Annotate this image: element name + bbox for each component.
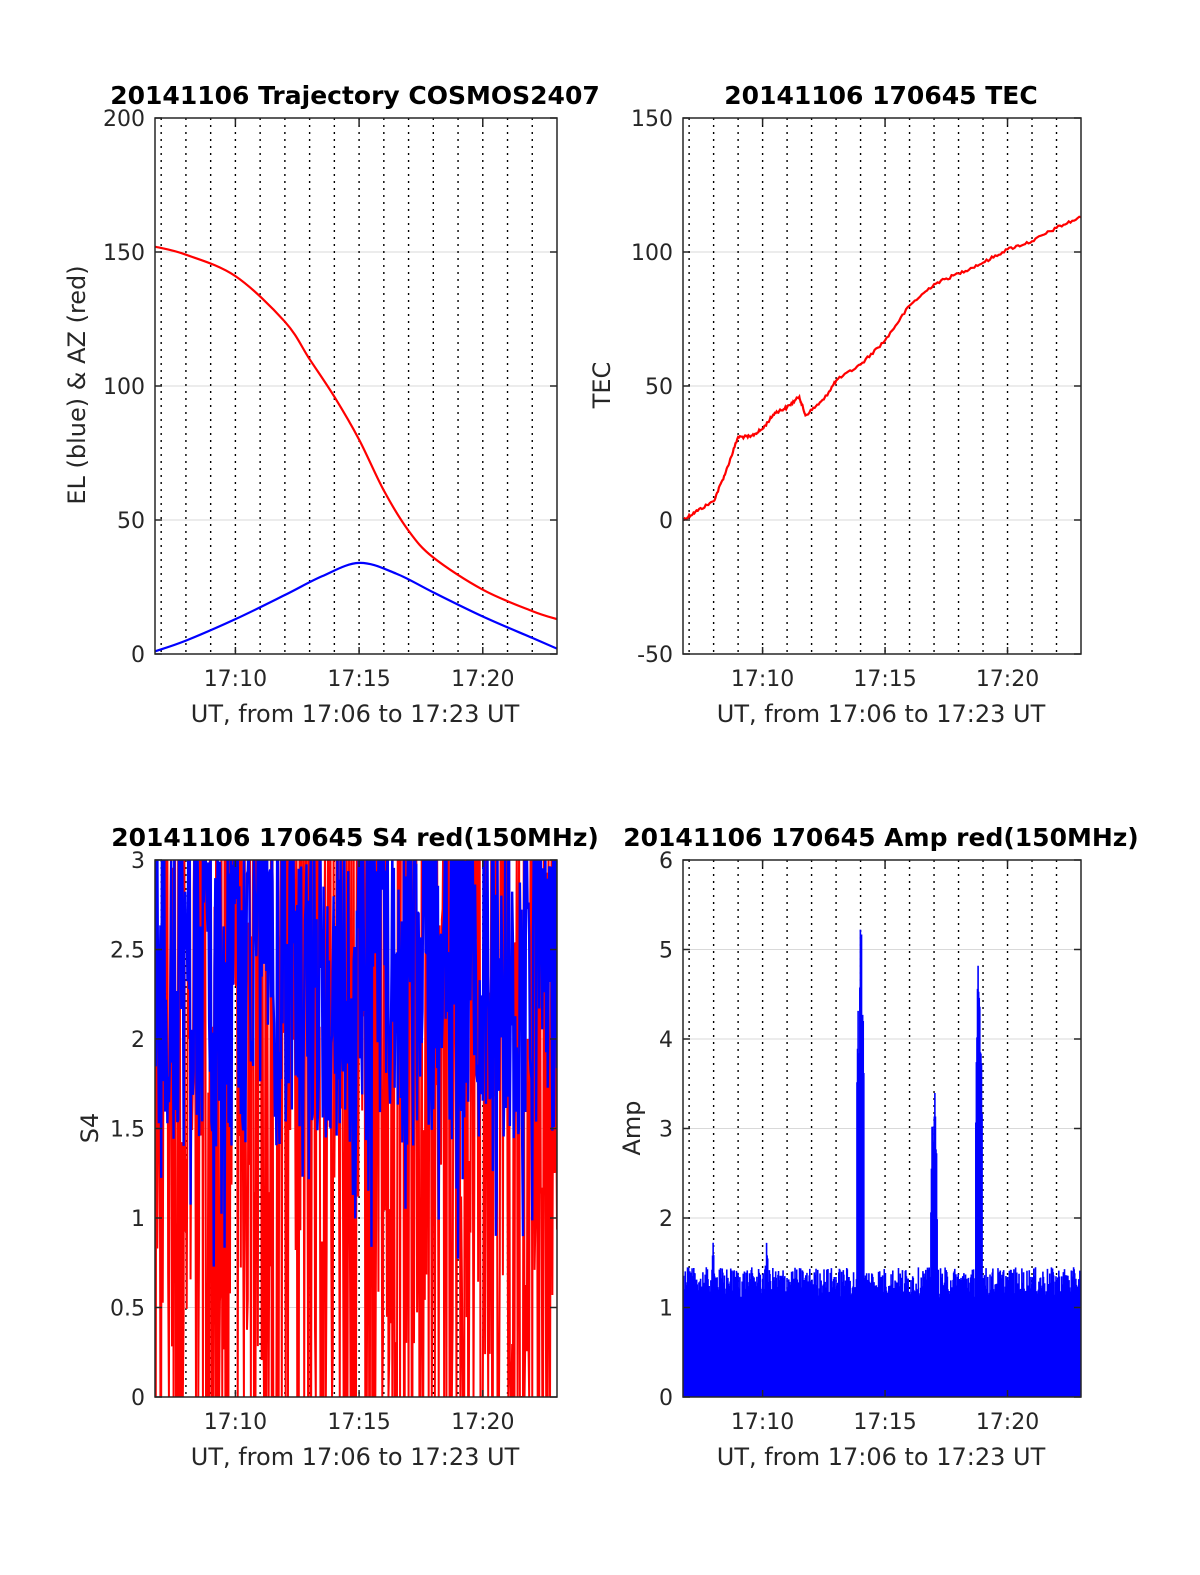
x-tick-label: 17:15 <box>327 667 390 692</box>
y-tick-label: 0 <box>131 1386 145 1411</box>
y-tick-label: 6 <box>659 849 673 874</box>
panel-trajectory: 0 50 100 150 200 17:10 17:15 17:20 20141106 Tra… <box>63 81 600 728</box>
x-axis-label: UT, from 17:06 to 17:23 UT <box>191 700 520 728</box>
y-tick-label: 0 <box>131 643 145 668</box>
y-axis-label: S4 <box>76 1113 104 1144</box>
y-tick-label: -50 <box>637 643 673 668</box>
panel-tec-plot-area: -50 0 50 100 150 17:10 17:15 17:20 <box>631 107 1082 692</box>
x-axis-label: UT, from 17:06 to 17:23 UT <box>717 1443 1046 1471</box>
y-tick-label: 1.5 <box>110 1118 145 1143</box>
chart-title: 20141106 Trajectory COSMOS2407 <box>110 81 600 110</box>
x-tick-label: 17:15 <box>853 1410 916 1435</box>
y-tick-label: 50 <box>117 509 145 534</box>
x-tick-label: 17:10 <box>204 1410 267 1435</box>
y-axis-label: EL (blue) & AZ (red) <box>63 265 91 504</box>
series-line-0 <box>155 245 557 621</box>
y-tick-label: 150 <box>631 107 673 132</box>
chart-title: 20141106 170645 Amp red(150MHz) <box>623 823 1139 852</box>
y-tick-label: 0 <box>659 1386 673 1411</box>
y-axis-label: Amp <box>618 1100 646 1155</box>
y-tick-label: 200 <box>103 107 145 132</box>
x-tick-label: 17:20 <box>451 1410 514 1435</box>
y-tick-label: 150 <box>103 241 145 266</box>
y-tick-label: 1 <box>131 1207 145 1232</box>
x-tick-label: 17:10 <box>204 667 267 692</box>
series-line-0 <box>683 215 1081 522</box>
chart-title: 20141106 170645 S4 red(150MHz) <box>111 823 599 852</box>
x-tick-label: 17:20 <box>451 667 514 692</box>
x-tick-label: 17:20 <box>976 667 1039 692</box>
panel-amp: 0 1 2 3 4 5 6 17:10 17:15 17:20 20141106 170645 A… <box>618 823 1139 1471</box>
y-tick-label: 0 <box>659 509 673 534</box>
series-group <box>683 215 1081 522</box>
x-tick-label: 17:10 <box>731 667 794 692</box>
y-tick-label: 2.5 <box>110 939 145 964</box>
chart-title: 20141106 170645 TEC <box>724 81 1037 110</box>
panel-trajectory-plot-area: 0 50 100 150 200 17:10 17:15 17:20 <box>103 107 558 692</box>
series-group <box>155 245 557 653</box>
x-tick-label: 17:15 <box>327 1410 390 1435</box>
series-group <box>155 860 557 1397</box>
series-group <box>683 929 1081 1397</box>
y-tick-label: 3 <box>659 1118 673 1143</box>
y-tick-label: 100 <box>631 241 673 266</box>
panel-amp-plot-area: 0 1 2 3 4 5 6 17:10 17:15 17:20 <box>659 849 1082 1435</box>
y-tick-label: 2 <box>659 1207 673 1232</box>
x-axis-label: UT, from 17:06 to 17:23 UT <box>191 1443 520 1471</box>
y-tick-label: 4 <box>659 1028 673 1053</box>
x-tick-label: 17:15 <box>853 667 916 692</box>
y-tick-label: 2 <box>131 1028 145 1053</box>
x-tick-label: 17:10 <box>731 1410 794 1435</box>
y-tick-label: 50 <box>645 375 673 400</box>
panel-s4-plot-area: 0 0.5 1 1.5 2 2.5 3 17:10 17:15 17:20 <box>110 849 558 1435</box>
y-tick-label: 0.5 <box>110 1297 145 1322</box>
series-amp <box>683 929 1081 1397</box>
y-tick-label: 1 <box>659 1297 673 1322</box>
y-tick-label: 5 <box>659 939 673 964</box>
x-axis-label: UT, from 17:06 to 17:23 UT <box>717 700 1046 728</box>
series-line-1 <box>155 561 557 653</box>
series-line-blue <box>155 860 557 1267</box>
panel-tec: -50 0 50 100 150 17:10 17:15 17:20 20141106 170… <box>588 81 1082 728</box>
y-axis-label: TEC <box>588 362 616 410</box>
panel-s4: 0 0.5 1 1.5 2 2.5 3 17:10 17:15 17:20 20141106 17… <box>76 823 599 1471</box>
y-tick-label: 100 <box>103 375 145 400</box>
x-tick-label: 17:20 <box>976 1410 1039 1435</box>
y-tick-label: 3 <box>131 849 145 874</box>
